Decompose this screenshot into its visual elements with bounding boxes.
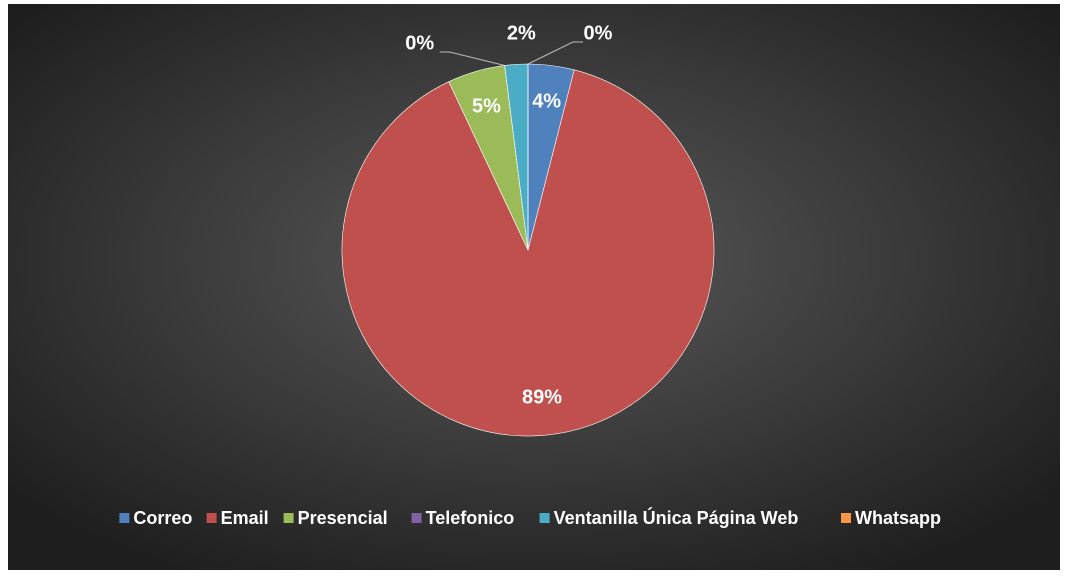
legend-swatch — [841, 513, 851, 523]
legend-swatch — [119, 513, 130, 523]
data-label: 89% — [522, 386, 562, 408]
legend-swatch — [206, 513, 217, 523]
legend-label: Presencial — [298, 508, 388, 528]
data-label: 0% — [584, 22, 613, 44]
legend-label: Telefonico — [426, 508, 515, 528]
data-label: 0% — [405, 32, 434, 54]
leader-line — [527, 41, 583, 65]
legend-label: Correo — [133, 508, 192, 528]
data-label: 5% — [472, 95, 501, 117]
legend-label: Whatsapp — [855, 508, 941, 528]
legend-swatch — [283, 513, 294, 523]
data-label: 4% — [532, 91, 561, 113]
leader-line — [439, 51, 505, 66]
legend-label: Email — [221, 508, 269, 528]
pie-slice — [341, 69, 715, 437]
data-label: 2% — [507, 22, 536, 44]
legend-swatch — [539, 513, 550, 523]
legend-swatch — [411, 513, 422, 523]
legend-label: Ventanilla Única Página Web — [554, 507, 799, 528]
